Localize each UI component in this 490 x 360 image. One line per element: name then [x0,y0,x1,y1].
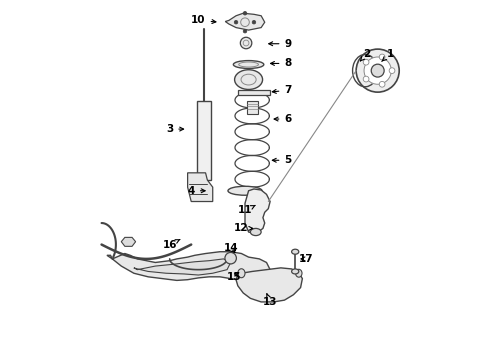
Ellipse shape [233,60,264,68]
Circle shape [243,30,247,33]
Text: 14: 14 [223,243,238,253]
Circle shape [240,37,252,49]
Polygon shape [107,252,270,280]
Ellipse shape [292,269,299,274]
Text: 11: 11 [238,206,255,216]
Text: 5: 5 [272,155,292,165]
Polygon shape [238,90,270,95]
Circle shape [379,54,385,60]
Text: 13: 13 [263,294,277,307]
Polygon shape [225,13,265,30]
Text: 2: 2 [360,49,370,61]
Circle shape [356,49,399,92]
Circle shape [243,12,247,15]
Text: 16: 16 [163,239,180,249]
Text: 10: 10 [191,15,216,26]
Circle shape [363,59,369,65]
Ellipse shape [238,269,245,278]
Circle shape [364,57,392,84]
Polygon shape [122,237,136,246]
Circle shape [234,21,238,24]
Polygon shape [196,101,211,180]
Circle shape [363,76,369,82]
Circle shape [371,64,384,77]
Ellipse shape [292,249,299,254]
Text: 12: 12 [234,224,253,233]
Text: 4: 4 [188,186,205,196]
Text: 8: 8 [270,58,292,68]
Polygon shape [134,259,231,275]
Polygon shape [188,173,213,202]
Circle shape [252,21,256,24]
Ellipse shape [295,269,302,277]
Text: 1: 1 [382,49,394,62]
Circle shape [379,81,385,87]
Text: 9: 9 [269,39,292,49]
Polygon shape [236,268,302,302]
Text: 7: 7 [272,85,292,95]
Text: 6: 6 [274,114,292,124]
Text: 3: 3 [166,124,184,134]
Ellipse shape [228,186,262,195]
Ellipse shape [250,228,261,235]
Polygon shape [245,189,270,234]
Text: 17: 17 [298,254,313,264]
Polygon shape [247,101,258,114]
Circle shape [225,252,236,264]
Text: 15: 15 [227,272,242,282]
Circle shape [389,68,395,73]
Ellipse shape [235,70,263,89]
